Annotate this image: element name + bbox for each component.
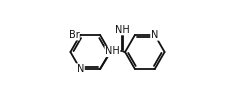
Text: Br: Br	[69, 30, 79, 40]
Text: NH: NH	[105, 46, 120, 56]
Text: N: N	[151, 30, 158, 40]
Text: N: N	[77, 64, 84, 74]
Text: NH: NH	[115, 25, 130, 35]
